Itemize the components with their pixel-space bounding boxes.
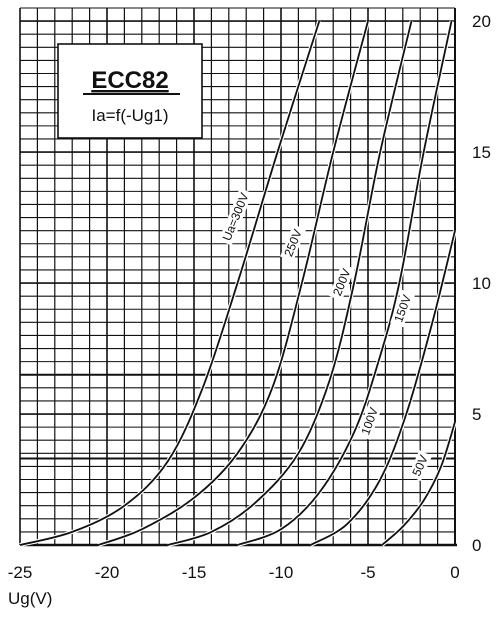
x-tick-label: -5 [360,563,375,582]
series-line [381,421,456,546]
curve-label-bg [328,263,355,302]
series-line [237,20,453,546]
curve-label-bg [408,450,433,482]
series-line [19,20,321,546]
x-axis-label: Ug(V) [8,589,52,608]
title-box-frame [57,43,203,139]
x-tick-label: -15 [182,563,207,582]
curve-label-bg [357,402,383,440]
chart-subtitle: Ia=f(-Ug1) [92,106,169,125]
curve-label-bg [390,289,416,328]
series-line [97,20,369,546]
x-tick-label: -10 [269,563,294,582]
x-tick-label: 0 [450,563,459,582]
y-tick-label: 0 [472,536,481,555]
y-tick-label: 5 [472,405,481,424]
series-group [19,20,457,547]
y-tick-label: 20 [472,12,491,31]
tick-labels: -25 -20 -15 -10 -5 00 5 10 15 20 [8,12,491,582]
curve-label-bg [218,188,253,246]
curve-label: 250V [281,227,304,258]
curve-label-bg [280,224,307,262]
y-tick-label: 15 [472,143,491,162]
y-tick-label: 10 [472,274,491,293]
x-tick-label: -25 [8,563,33,582]
chart-title: ECC82 [91,67,168,94]
curve-label-group: 250V [280,224,307,262]
series-line [167,20,413,546]
curve-label-group: Ua=300V [218,188,253,246]
title-box: ECC82 Ia=f(-Ug1) [57,43,203,139]
x-tick-label: -20 [95,563,120,582]
series-line [310,230,456,546]
curve-label-group: 50V [408,450,433,482]
